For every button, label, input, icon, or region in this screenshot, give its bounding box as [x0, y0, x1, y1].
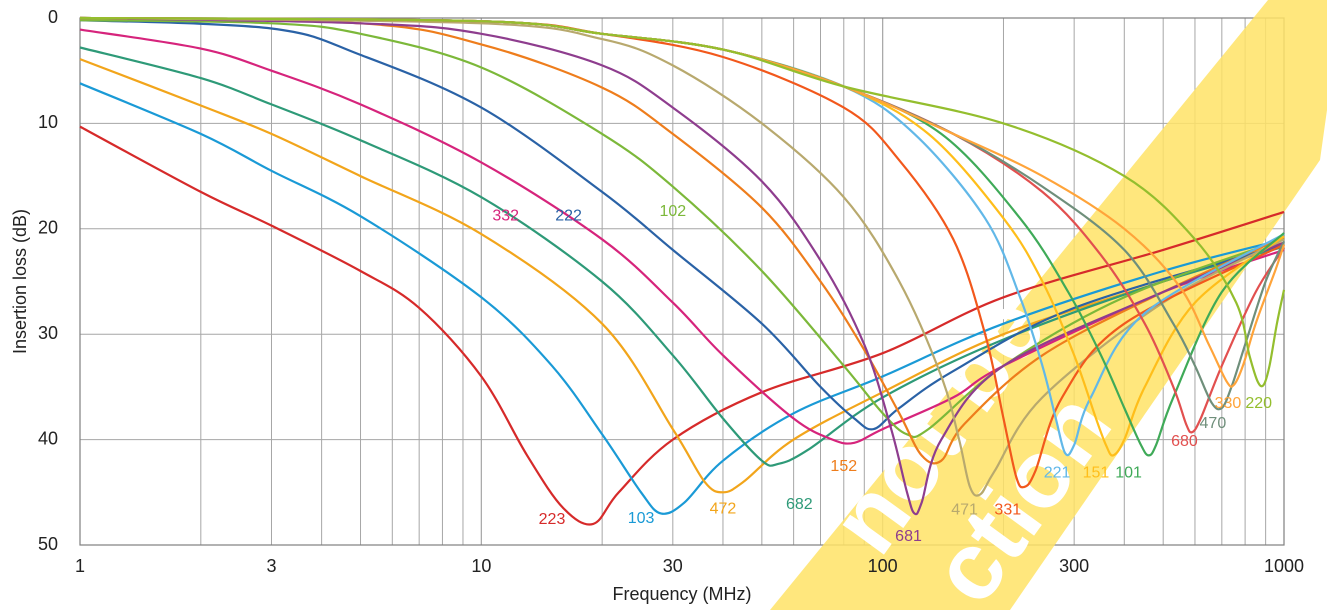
x-axis-title: Frequency (MHz) — [612, 584, 751, 604]
y-tick-label: 10 — [38, 112, 58, 132]
y-axis-title: Insertion loss (dB) — [10, 209, 30, 354]
x-tick-label: 30 — [663, 556, 683, 576]
series-line-222 — [79, 19, 1285, 431]
series-label-331: 331 — [994, 501, 1021, 518]
x-tick-label: 1000 — [1264, 556, 1304, 576]
x-tick-label: 300 — [1059, 556, 1089, 576]
series-label-152: 152 — [830, 458, 857, 475]
y-tick-label: 30 — [38, 323, 58, 343]
series-label-680: 680 — [1171, 433, 1198, 450]
series-label-471: 471 — [951, 501, 978, 518]
series-label-472: 472 — [710, 500, 737, 517]
series-line-220 — [79, 16, 1286, 388]
series-label-223: 223 — [539, 511, 566, 528]
x-tick-label: 100 — [868, 556, 898, 576]
x-tick-label: 3 — [266, 556, 276, 576]
series-label-332: 332 — [492, 207, 519, 224]
watermark-band — [770, 0, 1327, 610]
series-line-682 — [79, 46, 1285, 467]
series-line-471 — [79, 16, 1285, 497]
series-label-222: 222 — [555, 207, 582, 224]
series-label-103: 103 — [628, 510, 655, 527]
y-tick-label: 0 — [48, 7, 58, 27]
series-line-223 — [79, 125, 1285, 526]
series-lines — [79, 16, 1286, 526]
y-tick-label: 50 — [38, 534, 58, 554]
y-tick-label: 20 — [38, 218, 58, 238]
series-label-470: 470 — [1200, 415, 1227, 432]
series-line-103 — [79, 82, 1285, 515]
series-line-472 — [79, 58, 1285, 494]
series-labels: 223 103 472 682 332 222 102 152 681 471 331 221 151 1… — [492, 203, 1272, 545]
series-label-221: 221 — [1044, 465, 1071, 482]
series-label-220: 220 — [1245, 395, 1272, 412]
tick-labels: 1 3 10 30 100 300 1000 0 10 20 30 40 50 — [38, 7, 1304, 576]
x-tick-label: 10 — [471, 556, 491, 576]
series-label-682: 682 — [786, 496, 813, 513]
series-line-681 — [79, 16, 1285, 516]
plot-frame — [79, 17, 1285, 546]
x-tick-label: 1 — [75, 556, 85, 576]
series-label-151: 151 — [1083, 465, 1110, 482]
series-line-152 — [79, 16, 1285, 465]
series-label-330: 330 — [1215, 395, 1242, 412]
series-label-681: 681 — [895, 528, 922, 545]
series-label-101: 101 — [1115, 465, 1142, 482]
y-tick-label: 40 — [38, 428, 58, 448]
series-label-102: 102 — [659, 203, 686, 220]
